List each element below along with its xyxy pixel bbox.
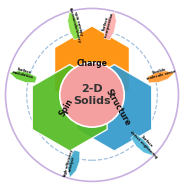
Polygon shape [68,11,80,40]
Text: Surface
incorporation: Surface incorporation [100,11,115,38]
Polygon shape [32,65,107,151]
Text: Structure: Structure [104,88,132,128]
Text: Surface
modulation: Surface modulation [12,66,35,80]
Text: Spin: Spin [57,97,75,118]
Text: Charge: Charge [77,59,107,68]
Polygon shape [9,71,37,83]
Text: flexible
molecule sense: flexible molecule sense [145,65,176,81]
Polygon shape [104,11,116,40]
Polygon shape [147,71,175,83]
Polygon shape [131,134,153,155]
Text: 2-D
Solids: 2-D Solids [73,84,111,106]
Polygon shape [68,150,80,178]
Polygon shape [54,26,130,112]
Text: Surface
defect engineering: Surface defect engineering [129,127,161,159]
Text: spin entropy
thermocalorimetry: spin entropy thermocalorimetry [68,5,85,43]
Polygon shape [77,65,152,151]
Text: high-efficiency
catalyst: high-efficiency catalyst [63,148,78,178]
Circle shape [60,63,124,127]
